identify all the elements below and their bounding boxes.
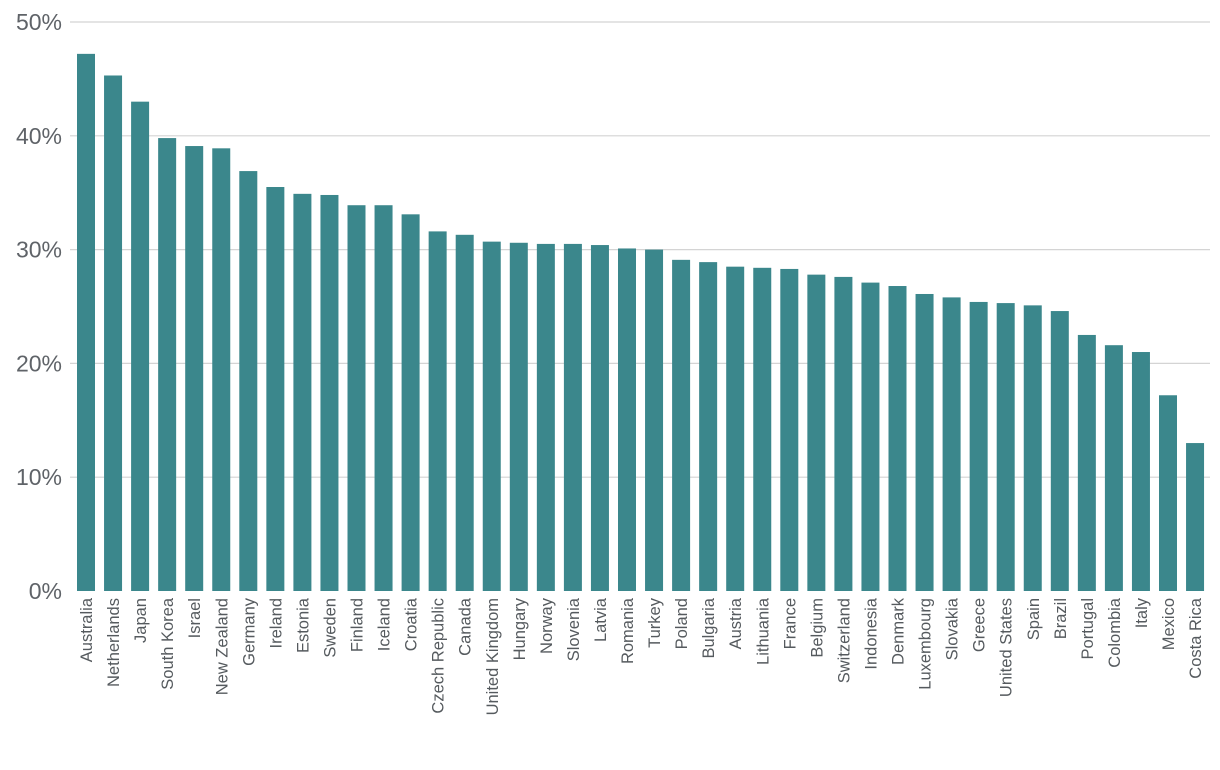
bar-japan	[131, 101, 150, 591]
x-tick-label: Australia	[78, 597, 96, 662]
bar-indonesia	[861, 282, 880, 591]
x-tick-label: Italy	[1133, 597, 1151, 628]
y-tick-label: 10%	[16, 464, 62, 490]
bar-united-states	[996, 303, 1015, 591]
bar-austria	[726, 266, 745, 591]
x-tick-label: Bulgaria	[700, 597, 718, 658]
bar-poland	[672, 259, 691, 591]
bar-canada	[455, 234, 474, 591]
x-tick-label: Canada	[457, 597, 475, 656]
bar-spain	[1023, 305, 1042, 591]
x-tick-label: Slovakia	[944, 597, 962, 660]
bars	[77, 53, 1205, 592]
bar-new-zealand	[212, 148, 231, 591]
x-tick-label: Croatia	[403, 597, 421, 651]
bar-czech-republic	[428, 231, 447, 591]
bar-switzerland	[834, 276, 853, 591]
bar-croatia	[401, 214, 420, 591]
x-tick-label: Austria	[727, 597, 745, 649]
x-tick-label: Finland	[349, 598, 367, 652]
bar-estonia	[293, 193, 312, 591]
x-tick-label: Norway	[538, 597, 556, 654]
x-tick-label: Slovenia	[565, 597, 583, 661]
gridlines	[70, 21, 1210, 478]
x-tick-label: Japan	[132, 598, 150, 643]
bar-luxembourg	[915, 293, 934, 591]
x-tick-label: Portugal	[1079, 598, 1097, 659]
bar-israel	[185, 146, 204, 592]
x-tick-label: Estonia	[294, 597, 312, 653]
x-tick-label: Luxembourg	[917, 598, 935, 690]
x-tick-label: Costa Rica	[1187, 597, 1205, 679]
bar-turkey	[645, 249, 664, 591]
bar-finland	[347, 205, 366, 591]
x-tick-label: Czech Republic	[430, 598, 448, 714]
bar-netherlands	[104, 75, 123, 591]
bar-ireland	[266, 187, 285, 591]
bar-australia	[77, 53, 95, 591]
x-tick-label: New Zealand	[213, 598, 231, 695]
bar-iceland	[374, 205, 393, 591]
y-tick-label: 40%	[16, 123, 62, 149]
x-tick-label: Iceland	[376, 598, 394, 651]
x-tick-label: Romania	[619, 597, 637, 664]
bar-colombia	[1104, 345, 1123, 591]
x-tick-label: Colombia	[1106, 597, 1124, 668]
x-axis-tick-labels: Australia Netherlands Japan South Korea Isra…	[78, 597, 1205, 715]
y-tick-label: 20%	[16, 350, 62, 376]
bar-bulgaria	[699, 262, 718, 591]
bar-brazil	[1050, 311, 1069, 591]
x-tick-label: Belgium	[808, 598, 826, 658]
x-tick-label: Germany	[240, 597, 258, 666]
x-tick-label: France	[781, 598, 799, 649]
x-tick-label: Ireland	[267, 598, 285, 648]
x-tick-label: South Korea	[159, 597, 177, 690]
x-tick-label: Netherlands	[105, 598, 123, 687]
x-tick-label: Switzerland	[835, 598, 853, 683]
bar-slovenia	[563, 243, 582, 591]
bar-greece	[969, 301, 988, 591]
x-tick-label: United States	[998, 598, 1016, 697]
bar-sweden	[320, 194, 339, 591]
bar-united-kingdom	[482, 241, 501, 591]
y-tick-label: 0%	[29, 578, 62, 604]
x-tick-label: Hungary	[511, 597, 529, 660]
y-tick-label: 50%	[16, 9, 62, 35]
x-tick-label: United Kingdom	[484, 598, 502, 715]
bar-mexico	[1159, 395, 1177, 591]
bar-latvia	[590, 245, 609, 591]
bar-costa-rica	[1186, 443, 1205, 591]
bar-germany	[239, 171, 258, 591]
x-tick-label: Indonesia	[862, 597, 880, 669]
y-tick-label: 30%	[16, 237, 62, 263]
x-tick-label: Israel	[186, 598, 204, 638]
x-tick-label: Brazil	[1052, 598, 1070, 639]
x-tick-label: Mexico	[1160, 598, 1178, 650]
x-tick-label: Lithuania	[754, 597, 772, 665]
x-tick-label: Spain	[1025, 598, 1043, 640]
y-axis-tick-labels: 0% 10% 20% 30% 40% 50%	[16, 9, 62, 604]
bar-italy	[1131, 352, 1150, 591]
bar-belgium	[807, 274, 826, 591]
bar-hungary	[509, 242, 528, 591]
x-tick-label: Sweden	[321, 598, 339, 658]
bar-slovakia	[942, 297, 961, 591]
x-tick-label: Denmark	[890, 597, 908, 665]
x-tick-label: Greece	[971, 598, 989, 652]
bar-france	[780, 268, 799, 591]
bar-norway	[536, 243, 555, 591]
x-tick-label: Turkey	[646, 597, 664, 648]
bar-romania	[618, 248, 636, 591]
x-tick-label: Poland	[673, 598, 691, 649]
bar-denmark	[888, 286, 907, 591]
bar-south-korea	[158, 138, 177, 592]
x-tick-label: Latvia	[592, 597, 610, 642]
bar-portugal	[1077, 334, 1096, 591]
bar-lithuania	[753, 267, 772, 591]
